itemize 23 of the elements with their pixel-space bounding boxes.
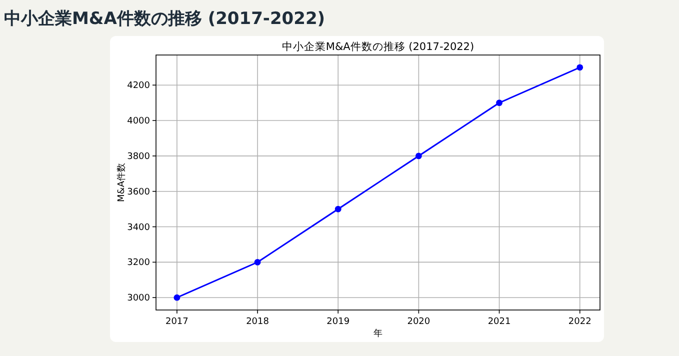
- y-tick-label: 3800: [127, 152, 150, 162]
- point: [496, 100, 502, 106]
- x-axis-title: 年: [374, 328, 382, 339]
- x-tick-label: 2019: [326, 317, 350, 327]
- x-tick-label: 2022: [568, 317, 592, 327]
- y-tick-label: 3400: [127, 222, 150, 233]
- y-tick-label: 3200: [127, 258, 150, 268]
- y-tick-label: 4200: [127, 81, 150, 92]
- y-tick-label: 3000: [127, 294, 150, 304]
- chart-title: 中小企業M&A件数の推移 (2017-2022): [282, 40, 474, 53]
- y-tick-label: 4000: [127, 116, 150, 127]
- x-tick-label: 2017: [166, 317, 188, 327]
- x-tick-label: 2020: [407, 317, 430, 327]
- point: [174, 294, 180, 301]
- text: 中小企業M&A件数の推移 (2017-2022): [4, 9, 326, 29]
- y-axis-title: M&A件数: [116, 163, 127, 202]
- point: [334, 206, 342, 212]
- x-tick-label: 2021: [488, 317, 511, 327]
- point: [576, 64, 584, 71]
- point: [254, 258, 261, 266]
- point: [415, 152, 422, 160]
- x-tick-label: 2018: [246, 317, 270, 327]
- y-tick-label: 3600: [127, 187, 150, 198]
